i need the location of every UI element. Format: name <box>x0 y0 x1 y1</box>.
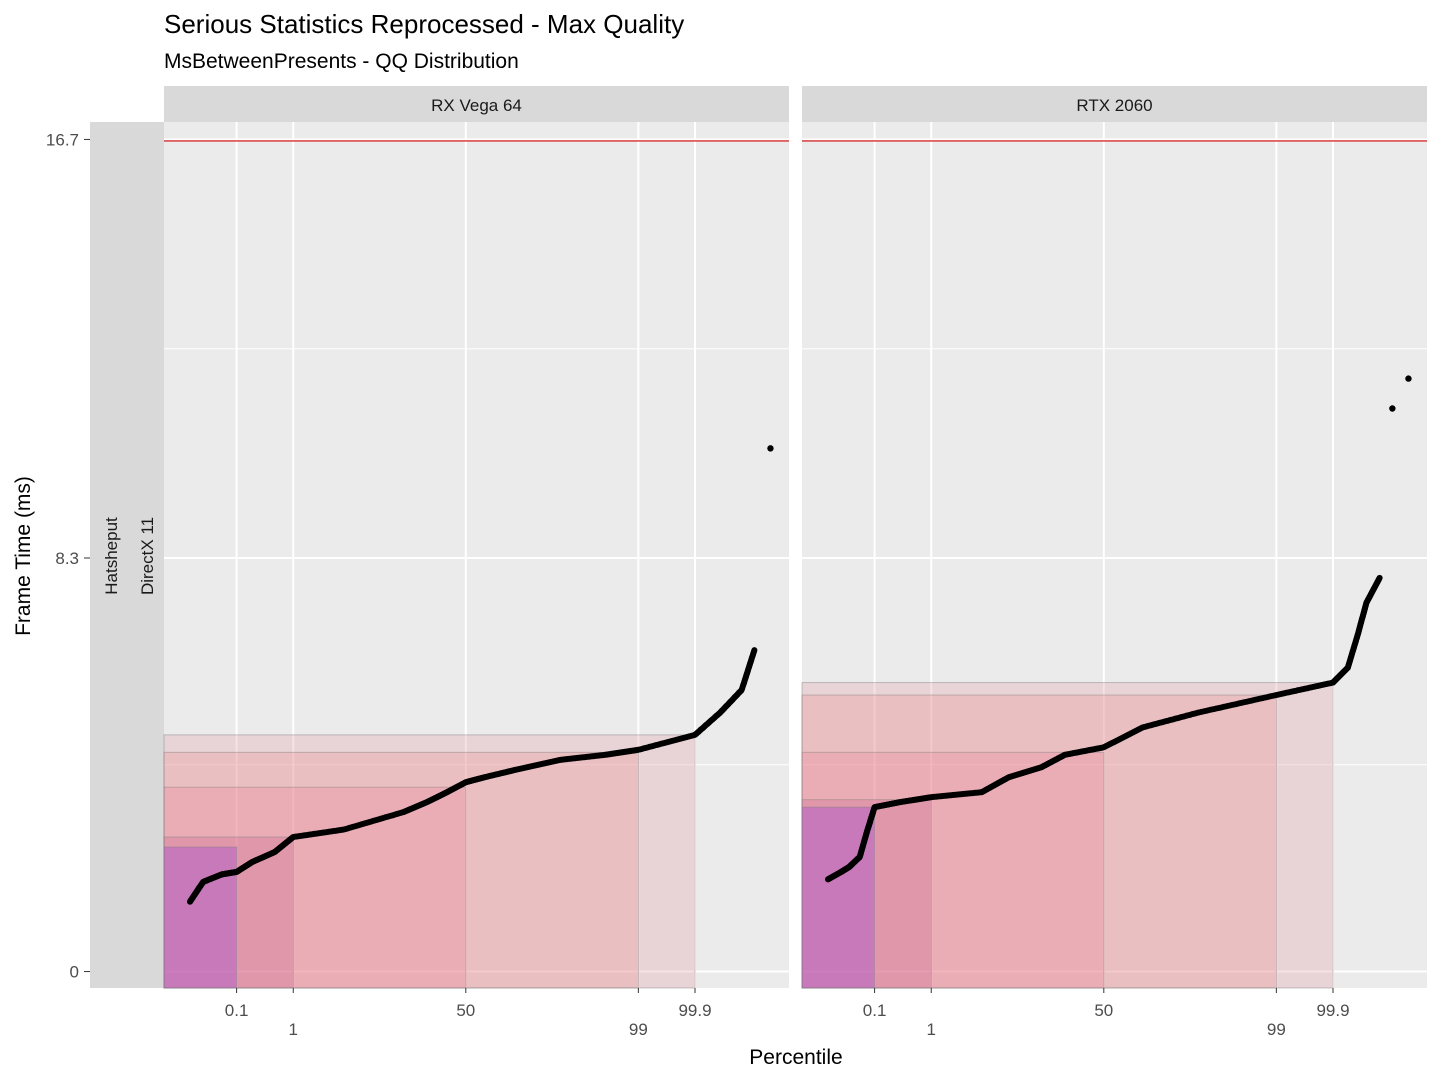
percentile-rect <box>163 786 467 989</box>
facet-strip <box>802 86 1427 122</box>
quantile-points <box>825 375 1412 883</box>
x-tick-label: 99.9 <box>1316 1001 1349 1020</box>
outlier-point <box>1405 375 1412 382</box>
panel-background <box>802 122 1427 988</box>
quantile-points <box>187 445 774 905</box>
data-point <box>1376 574 1383 581</box>
row-strip-label-1: Hatsheput <box>102 517 121 595</box>
x-axis-label: Percentile <box>749 1046 842 1069</box>
percentile-rect <box>163 836 294 989</box>
percentile-rect <box>163 846 238 989</box>
facet-strip-label: RTX 2060 <box>1076 96 1152 115</box>
facet-panel-2: RTX 2060 0.1 1 50 99 99.9 <box>801 86 1427 1039</box>
facet-strip-label: RX Vega 64 <box>431 96 522 115</box>
x-tick-label: 0.1 <box>863 1001 887 1020</box>
percentile-rect <box>801 751 1105 989</box>
chart-subtitle: MsBetweenPresents - QQ Distribution <box>164 50 519 73</box>
percentile-rect <box>801 694 1277 989</box>
y-tick-label: 16.7 <box>46 130 79 149</box>
x-tick-label: 1 <box>289 1020 298 1039</box>
x-tick-label: 50 <box>1094 1001 1113 1020</box>
outlier-point <box>1389 405 1396 412</box>
facet-strip <box>164 86 789 122</box>
facet-panel-1: RX Vega 64 0.1 1 50 99 99.9 <box>163 86 789 1039</box>
outlier-point <box>767 445 774 452</box>
x-tick-label: 99 <box>1267 1020 1286 1039</box>
y-tick-label: 8.3 <box>55 549 79 568</box>
y-axis-label: Frame Time (ms) <box>12 476 35 636</box>
panel-background <box>164 122 789 988</box>
y-axis: 0 8.3 16.7 <box>46 130 90 982</box>
percentile-rect <box>801 682 1334 989</box>
data-point <box>751 647 758 654</box>
x-tick-label: 99.9 <box>678 1001 711 1020</box>
x-tick-label: 50 <box>456 1001 475 1020</box>
x-tick-label: 0.1 <box>225 1001 249 1020</box>
x-tick-label: 1 <box>927 1020 936 1039</box>
x-tick-label: 99 <box>629 1020 648 1039</box>
chart-title: Serious Statistics Reprocessed - Max Qua… <box>164 9 684 39</box>
row-strip-label-2: DirectX 11 <box>138 517 157 595</box>
y-tick-label: 0 <box>70 963 79 982</box>
panels-layer: RX Vega 64 0.1 1 50 99 99.9 RTX 2060 0.1 1 50 99 99… <box>163 86 1427 1039</box>
row-strip-background <box>90 122 164 988</box>
